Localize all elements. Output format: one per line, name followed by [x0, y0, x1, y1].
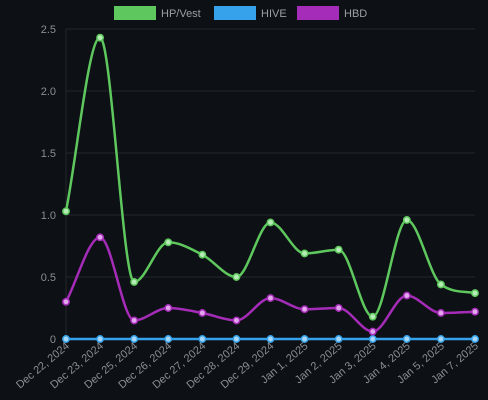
data-point-hive[interactable]: [62, 335, 70, 343]
data-point-hive[interactable]: [368, 335, 377, 343]
data-point-hp-vest[interactable]: [164, 238, 173, 247]
data-point-hp-vest[interactable]: [266, 218, 275, 227]
series-hive: [62, 335, 479, 343]
data-point-hp-vest[interactable]: [96, 33, 105, 42]
data-point-hive[interactable]: [232, 335, 241, 343]
data-point-hbd[interactable]: [62, 297, 70, 306]
data-point-hive[interactable]: [164, 335, 173, 343]
data-point-hp-vest[interactable]: [232, 273, 241, 281]
data-point-hp-vest[interactable]: [402, 216, 411, 224]
data-point-hp-vest[interactable]: [334, 245, 343, 254]
y-tick-label: 2.0: [41, 86, 56, 98]
y-tick-label: 1.0: [41, 210, 56, 222]
legend-label: HBD: [344, 8, 367, 20]
series-line-hp-vest: [64, 36, 476, 318]
legend-item-hive[interactable]: HIVE: [214, 6, 287, 20]
data-point-hbd[interactable]: [334, 304, 343, 312]
legend-label: HP/Vest: [161, 8, 201, 20]
data-point-hbd[interactable]: [198, 309, 207, 317]
data-point-hbd[interactable]: [130, 316, 139, 325]
legend-swatch: [214, 6, 256, 20]
data-point-hbd[interactable]: [368, 327, 377, 336]
data-point-hp-vest[interactable]: [436, 280, 445, 289]
data-point-hbd[interactable]: [300, 305, 309, 314]
grid-lines: [65, 28, 475, 340]
data-point-hbd[interactable]: [266, 294, 275, 303]
data-point-hp-vest[interactable]: [198, 250, 207, 259]
data-point-hbd[interactable]: [436, 309, 445, 317]
data-point-hive[interactable]: [198, 335, 207, 343]
y-tick-label: 0: [50, 334, 56, 346]
data-point-hp-vest[interactable]: [130, 278, 139, 286]
series-hp-vest: [62, 33, 479, 321]
legend-item-hp-vest[interactable]: HP/Vest: [114, 6, 201, 20]
data-point-hp-vest[interactable]: [368, 312, 377, 321]
y-tick-label: 1.5: [41, 148, 56, 160]
legend-swatch: [114, 6, 156, 20]
data-point-hive[interactable]: [471, 335, 479, 343]
data-point-hive[interactable]: [436, 335, 445, 343]
data-point-hbd[interactable]: [96, 233, 105, 242]
data-point-hbd[interactable]: [232, 316, 241, 325]
data-point-hive[interactable]: [266, 335, 275, 343]
legend-item-hbd[interactable]: HBD: [297, 6, 367, 20]
data-point-hive[interactable]: [300, 335, 309, 343]
data-point-hbd[interactable]: [164, 304, 173, 312]
legend-label: HIVE: [261, 8, 287, 20]
data-point-hp-vest[interactable]: [471, 289, 479, 298]
series-layer: [62, 33, 479, 343]
data-point-hp-vest[interactable]: [62, 207, 70, 216]
y-tick-label: 0.5: [41, 272, 56, 284]
data-point-hbd[interactable]: [471, 307, 479, 316]
data-point-hive[interactable]: [96, 335, 105, 343]
data-point-hive[interactable]: [402, 335, 411, 343]
legend-swatch: [297, 6, 339, 20]
data-point-hp-vest[interactable]: [300, 249, 309, 258]
data-point-hbd[interactable]: [402, 291, 411, 300]
legend: HP/Vest HIVE HBD: [114, 6, 367, 20]
series-hbd: [62, 233, 479, 336]
y-tick-label: 2.5: [41, 24, 56, 36]
y-axis-ticks: 0 0.5 1.0 1.5 2.0 2.5: [41, 24, 56, 346]
data-point-hive[interactable]: [334, 335, 343, 343]
data-point-hive[interactable]: [130, 335, 139, 343]
